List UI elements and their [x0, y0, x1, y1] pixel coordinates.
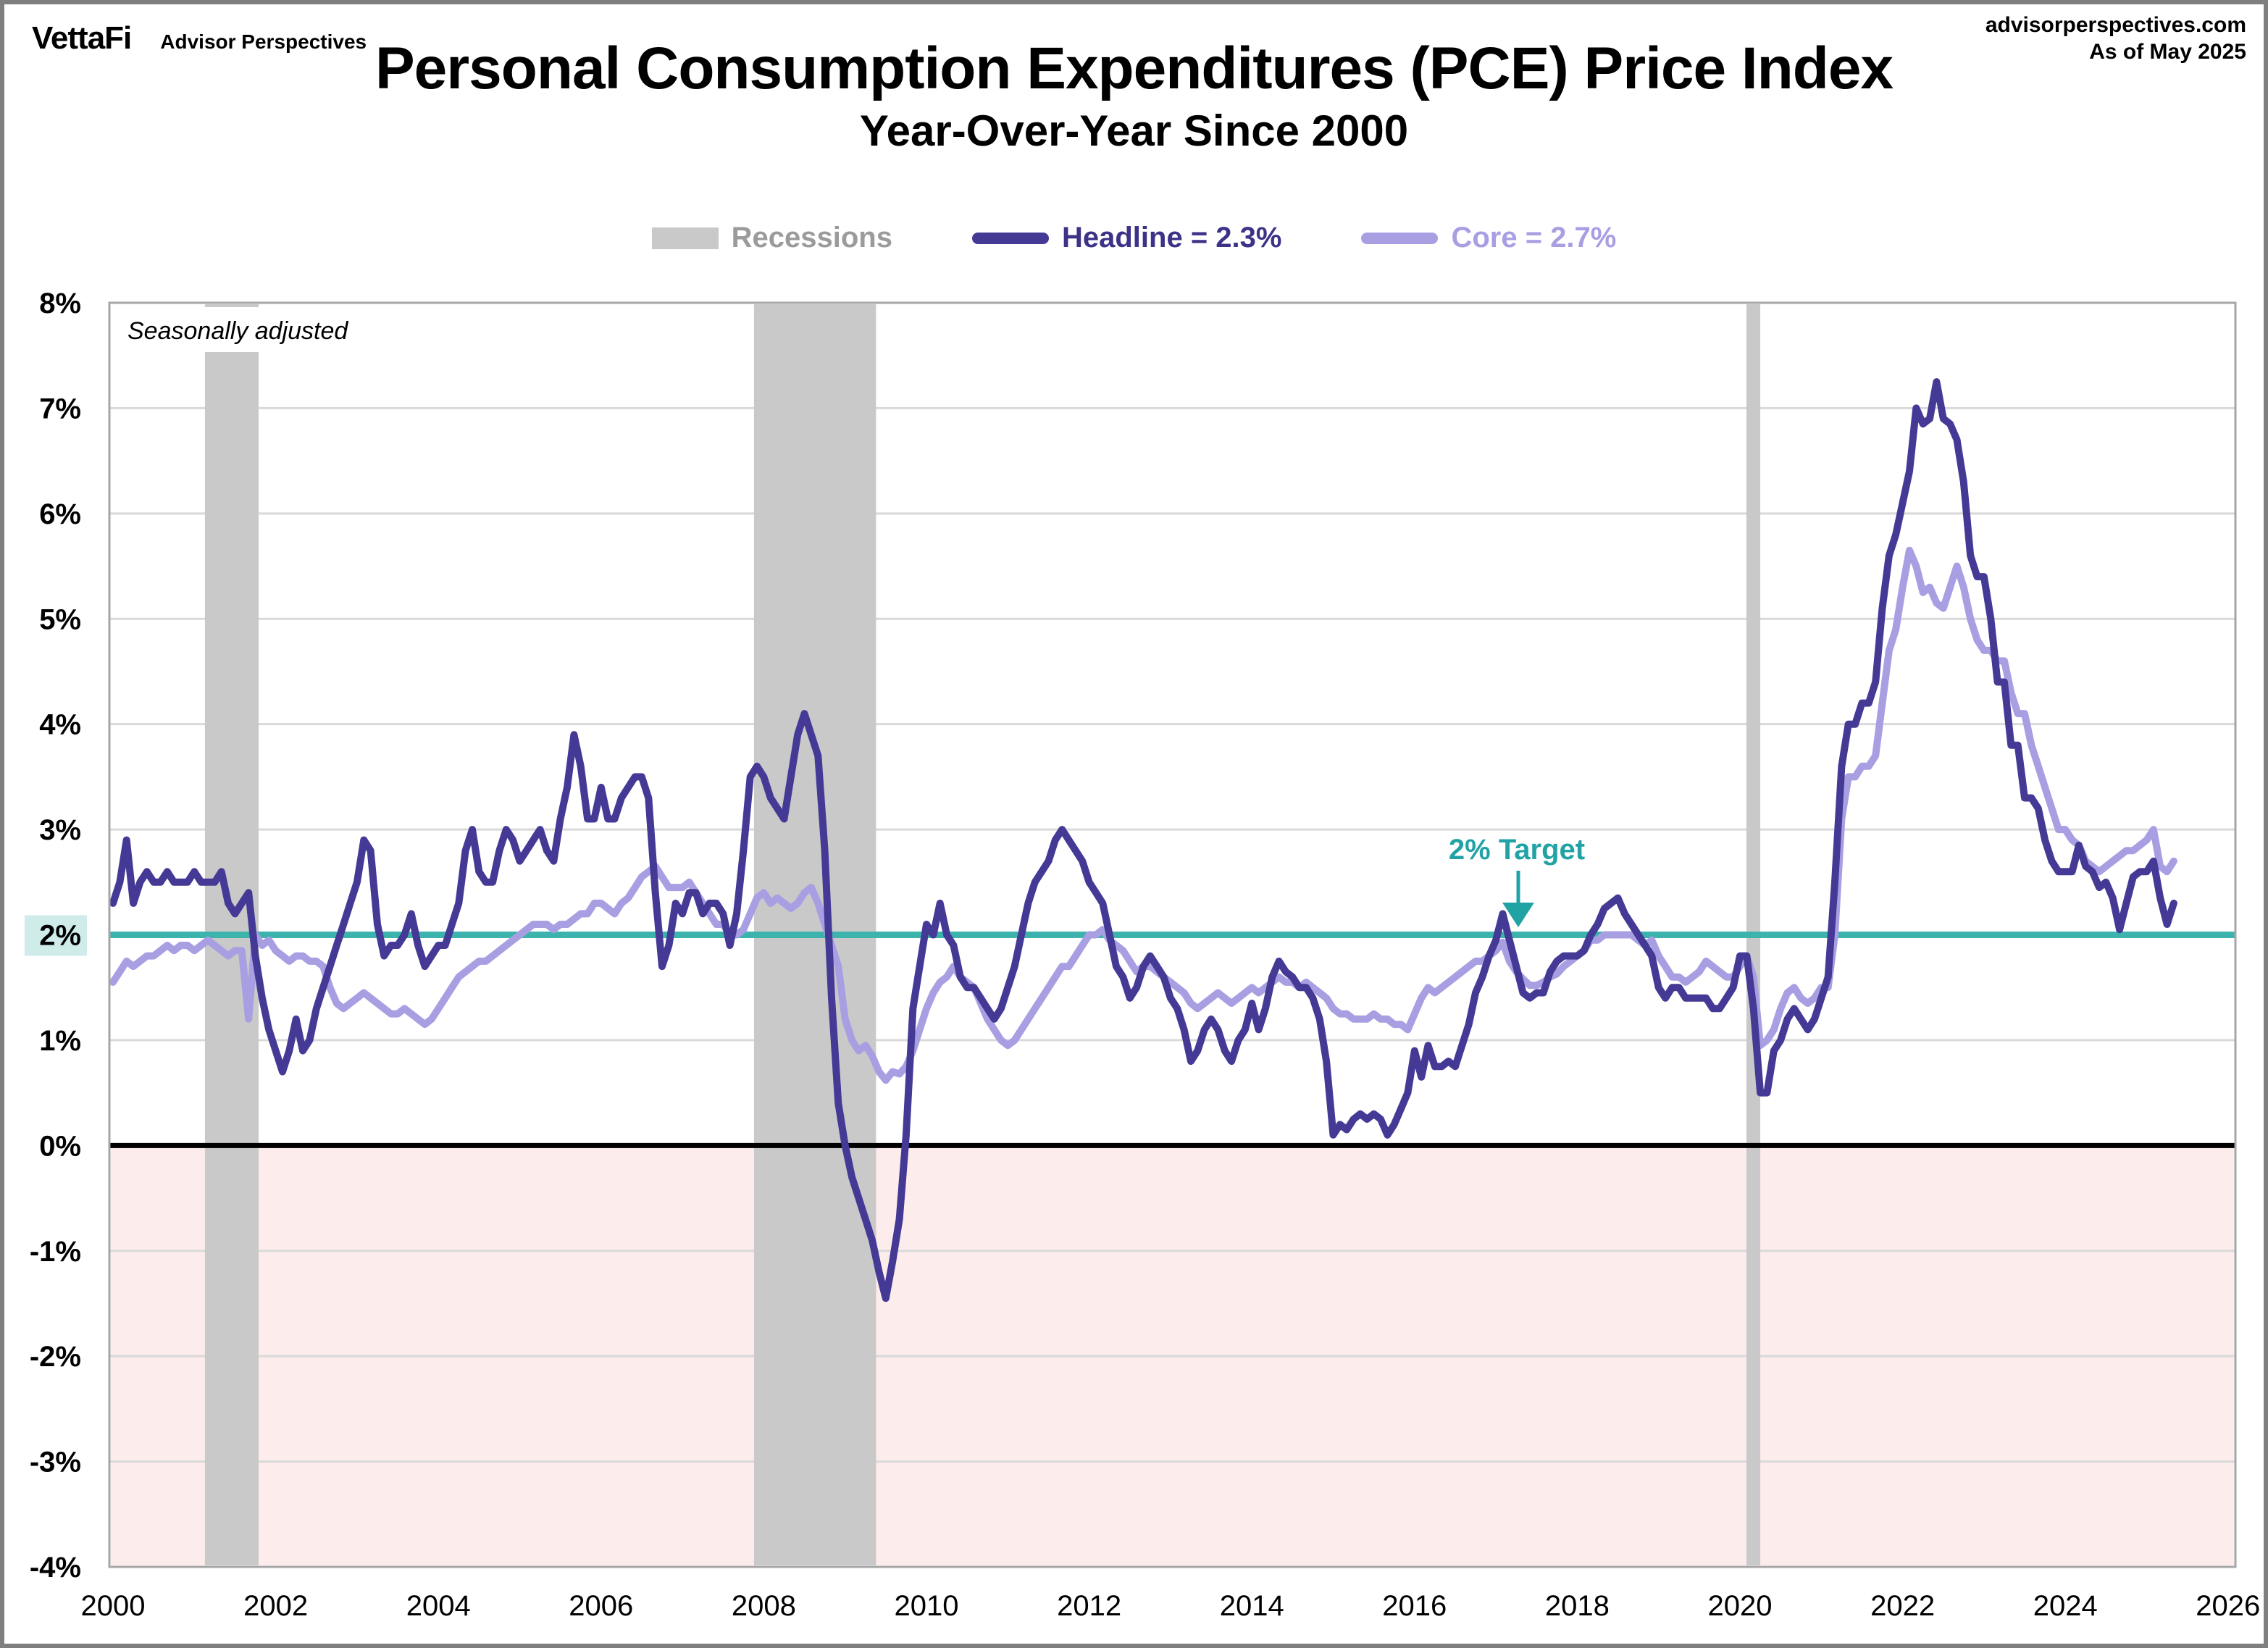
target-annotation: 2% Target: [1449, 834, 1585, 866]
vettafi-logo: VettaFi: [32, 20, 132, 56]
x-axis-label: 2022: [1870, 1590, 1935, 1622]
page-title: Personal Consumption Expenditures (PCE) …: [374, 35, 1894, 101]
header-left: VettaFi Advisor Perspectives: [32, 20, 367, 57]
y-axis-label: 5%: [39, 603, 81, 635]
note-backdrop: [119, 307, 403, 352]
legend-item-recessions: Recessions: [651, 222, 892, 254]
advisor-perspectives-wordmark: Advisor Perspectives: [160, 30, 367, 53]
y-axis-label: -3%: [30, 1447, 81, 1478]
x-axis-label: 2008: [732, 1590, 796, 1622]
recessions-swatch: [651, 227, 719, 249]
y-axis-label: 4%: [39, 709, 81, 741]
site-url: advisorperspectives.com: [1985, 13, 2246, 37]
legend-label: Core = 2.7%: [1451, 222, 1617, 254]
y-axis-label: 7%: [39, 393, 81, 424]
target-arrow-head: [1502, 903, 1534, 927]
y-axis-label: 3%: [39, 814, 81, 846]
header-right: advisorperspectives.com As of May 2025: [1985, 12, 2246, 65]
series-headline: [109, 378, 2177, 1302]
y-axis-label: 6%: [39, 498, 81, 530]
legend-item-core: Core = 2.7%: [1361, 222, 1616, 254]
y-axis-label: 2%: [39, 920, 81, 952]
legend-label: Headline = 2.3%: [1061, 222, 1282, 254]
as-of-date: As of May 2025: [2089, 40, 2246, 64]
x-axis-label: 2006: [569, 1590, 633, 1622]
y-axis-label: 8%: [39, 288, 81, 319]
target-tick-highlight: [25, 915, 87, 956]
seasonally-adjusted-note: Seasonally adjusted: [127, 317, 348, 345]
series-core: [109, 546, 2177, 1084]
legend: Recessions Headline = 2.3% Core = 2.7%: [4, 222, 2264, 254]
x-axis-label: 2004: [406, 1590, 471, 1622]
legend-item-headline: Headline = 2.3%: [971, 222, 1282, 254]
page-subtitle: Year-Over-Year Since 2000: [859, 106, 1409, 155]
x-axis-label: 2002: [243, 1590, 308, 1622]
x-axis-label: 2016: [1382, 1590, 1447, 1622]
x-axis-label: 2012: [1057, 1590, 1121, 1622]
core-line-swatch: [1361, 232, 1439, 244]
headline-line-swatch: [971, 232, 1049, 244]
pce-chart: Seasonally adjusted 8% 7% 6% 5% 4% 3% 2% 1% 0% -1%…: [25, 288, 2260, 1622]
y-axis-label: 1%: [39, 1025, 81, 1057]
x-axis-label: 2000: [81, 1590, 146, 1622]
y-axis-label: -1%: [30, 1236, 81, 1268]
x-axis-label: 2014: [1220, 1590, 1284, 1622]
y-axis-label: 0%: [39, 1130, 81, 1162]
plot-border: [108, 301, 2237, 1568]
x-axis-label: 2010: [895, 1590, 959, 1622]
x-axis-label: 2024: [2033, 1590, 2098, 1622]
x-axis-label: 2026: [2196, 1590, 2260, 1622]
x-axis-label: 2018: [1545, 1590, 1610, 1622]
y-axis-label: -2%: [30, 1341, 81, 1373]
y-axis-label: -4%: [30, 1552, 81, 1584]
x-axis-label: 2020: [1708, 1590, 1773, 1622]
legend-label: Recessions: [731, 222, 892, 254]
